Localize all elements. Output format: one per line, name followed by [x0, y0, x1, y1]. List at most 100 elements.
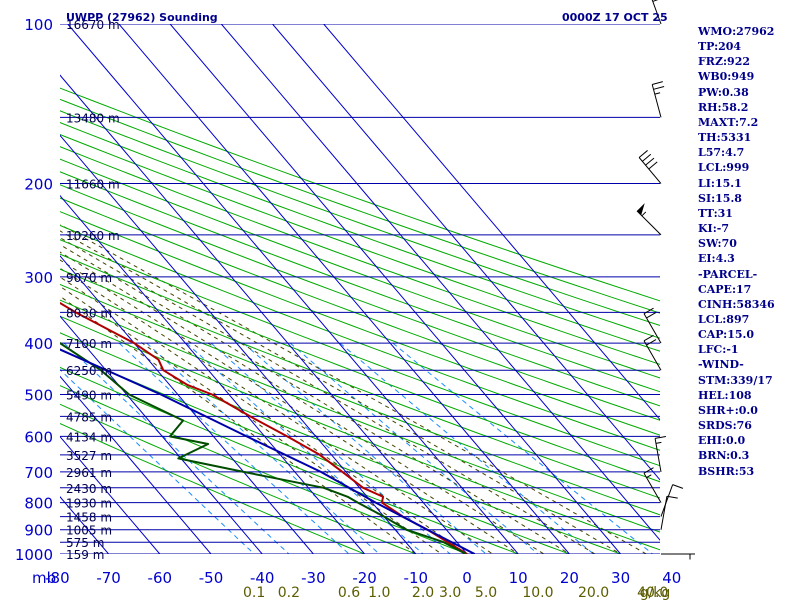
height-label: 8030 m	[66, 306, 112, 320]
barb-half-feather	[641, 211, 647, 217]
barb-feather	[646, 339, 657, 346]
pressure-unit-label: mb	[32, 569, 56, 587]
temperature-label: -10	[404, 569, 429, 587]
dry-adiabat	[60, 403, 416, 554]
pressure-label: 800	[24, 495, 53, 513]
mixing-ratio-label: 2.0	[412, 585, 434, 600]
barb-pennant	[636, 203, 645, 216]
barb-staff	[651, 84, 662, 118]
index-l57: L57:4.7	[698, 146, 745, 160]
mixing-ratio-lines	[60, 342, 654, 554]
index-tp: TP:204	[698, 40, 742, 54]
index-brn: BRN:0.3	[698, 449, 750, 463]
index-parcel-lcl: LCL:897	[698, 312, 750, 326]
barb-staff	[654, 438, 662, 472]
isotherm	[60, 134, 417, 554]
index-shr: SHR+:0.0	[698, 403, 758, 417]
index-th: TH:5331	[698, 131, 752, 145]
temperature-label: -60	[148, 569, 173, 587]
height-label: 6250 m	[66, 364, 112, 378]
pressure-label: 1000	[15, 546, 53, 564]
index-ehi: EHI:0.0	[698, 434, 746, 448]
barb-staff	[643, 313, 662, 344]
moist-adiabat	[60, 295, 417, 554]
isotherm	[272, 24, 660, 481]
mixing-ratio-line	[392, 342, 654, 554]
height-label: 10260 m	[66, 229, 120, 243]
temperature-labels: -80 -70 -60 -50 -40 -30 -20 -10 0 10 20 30 40	[45, 569, 681, 587]
barb-feather	[642, 153, 652, 162]
barb-staff	[643, 340, 662, 371]
index-bshr: BSHR:53	[698, 464, 755, 478]
index-si: SI:15.8	[698, 191, 742, 205]
stability-indices-panel: WMO:27962 TP:204 FRZ:922 WB0:949 PW:0.38…	[698, 24, 798, 479]
barb-staff	[643, 472, 662, 503]
index-rh: RH:58.2	[698, 100, 749, 114]
temperature-label: -70	[96, 569, 121, 587]
pressure-label: 600	[24, 428, 53, 446]
temperature-label: 20	[560, 569, 579, 587]
index-maxt: MAXT:7.2	[698, 115, 759, 129]
height-label: 159 m	[66, 548, 104, 562]
isotherms	[0, 24, 660, 554]
index-stm: STM:339/17	[698, 373, 773, 387]
section-parcel: -PARCEL-	[698, 267, 758, 281]
temperature-label: 0	[462, 569, 472, 587]
wind-barb	[638, 150, 662, 184]
height-label: 11660 m	[66, 178, 120, 192]
index-hel: HEL:108	[698, 388, 752, 402]
wind-barb	[661, 553, 695, 560]
temperature-label: 10	[509, 569, 528, 587]
mixing-ratio-unit: g/kg	[640, 585, 671, 600]
barb-half-feather	[646, 474, 652, 478]
mixing-ratio-label: 1.0	[368, 585, 390, 600]
isotherm	[169, 24, 621, 554]
mixing-ratio-label: 40.0	[637, 585, 668, 600]
temperature-line	[60, 301, 468, 554]
index-srds: SRDS:76	[698, 419, 752, 433]
isobars	[60, 24, 660, 554]
index-ei: EI:4.3	[698, 252, 735, 266]
mixing-ratio-labels: 0.1 0.2 0.6 1.0 2.0 3.0 5.0 10.0 20.0 40.0	[243, 585, 668, 600]
barb-feather	[643, 307, 654, 315]
pressure-label: 100	[24, 16, 53, 34]
height-label: 7100 m	[66, 337, 112, 351]
index-sw: SW:70	[698, 237, 737, 251]
index-lfc: LFC:-1	[698, 343, 739, 357]
temperature-label: -80	[45, 569, 70, 587]
mixing-ratio-label: 20.0	[578, 585, 609, 600]
wind-barb	[643, 334, 662, 371]
index-cape: CAPE:17	[698, 282, 752, 296]
height-label: 13480 m	[66, 111, 120, 125]
index-wmo: WMO:27962	[698, 25, 775, 38]
parcel-line	[60, 348, 476, 554]
height-label: 4134 m	[66, 430, 112, 444]
index-cap: CAP:15.0	[698, 328, 755, 342]
barb-staff	[651, 0, 662, 25]
mixing-ratio-label: 10.0	[522, 585, 553, 600]
barb-feather	[655, 436, 667, 439]
index-pw: PW:0.38	[698, 85, 749, 99]
barb-feather	[652, 81, 663, 85]
barb-feather	[638, 150, 648, 158]
height-label: 1005 m	[66, 524, 112, 538]
height-label: 9070 m	[66, 271, 112, 285]
isotherm	[0, 24, 6, 554]
isotherm	[67, 24, 519, 554]
profile-lines	[60, 301, 476, 554]
wind-barb	[660, 495, 678, 530]
mixing-ratio-line	[339, 342, 594, 554]
barb-staff	[660, 484, 674, 517]
chart-title: UWPP (27962) Sounding	[66, 11, 218, 24]
height-label: 575 m	[66, 536, 104, 550]
barb-feather	[652, 0, 659, 2]
barb-feather	[645, 157, 655, 166]
wind-barb	[660, 484, 684, 517]
wind-barb	[643, 467, 662, 503]
wind-barb	[643, 307, 662, 344]
barb-half-feather	[654, 92, 661, 95]
temperature-label: -30	[301, 569, 326, 587]
barb-feather	[646, 312, 657, 319]
wind-barb	[651, 0, 662, 25]
